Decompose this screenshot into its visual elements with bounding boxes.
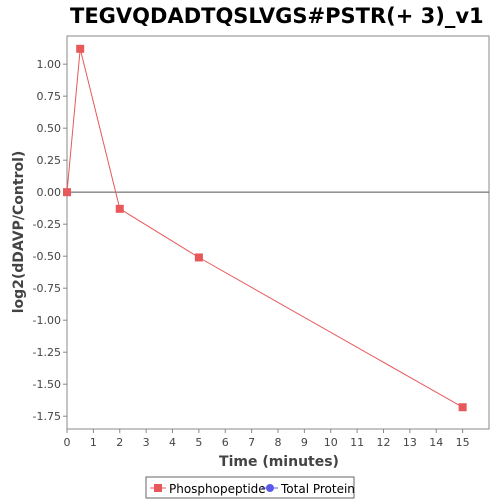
x-tick-label: 14	[429, 436, 443, 449]
x-tick-label: 0	[64, 436, 71, 449]
x-tick-label: 9	[301, 436, 308, 449]
y-tick-label: 0.25	[37, 154, 62, 167]
legend: Phosphopeptide Total Protein	[145, 476, 355, 499]
x-tick-label: 13	[403, 436, 417, 449]
data-point	[458, 403, 467, 412]
legend-phosphopeptide-label: Phosphopeptide	[169, 482, 266, 496]
legend-phosphopeptide-marker	[154, 484, 162, 492]
x-tick-label: 5	[195, 436, 202, 449]
x-tick-label: 4	[169, 436, 176, 449]
legend-total-protein-label: Total Protein	[280, 482, 355, 496]
x-axis: 0 1 2 3 4 5 6 7 8 9 10 11 12 13 14 15	[64, 429, 470, 449]
chart-title: TEGVQDADTQSLVGS#PSTR(+ 3)_v1	[70, 4, 484, 28]
y-tick-label: -0.50	[33, 250, 61, 263]
y-axis-label: log2(dDAVP/Control)	[11, 151, 27, 314]
x-axis-label: Time (minutes)	[219, 454, 339, 470]
data-point	[76, 44, 85, 53]
series-layer	[63, 44, 467, 412]
x-tick-label: 11	[350, 436, 364, 449]
data-point	[115, 204, 124, 213]
legend-total-protein-marker	[266, 484, 274, 492]
x-tick-label: 10	[324, 436, 338, 449]
x-tick-label: 15	[456, 436, 470, 449]
y-tick-label: -1.50	[33, 378, 61, 391]
y-tick-label: -1.00	[33, 314, 61, 327]
data-point	[63, 188, 71, 197]
y-tick-label: 1.00	[37, 58, 62, 71]
y-tick-label: -0.75	[33, 282, 61, 295]
x-tick-label: 3	[143, 436, 150, 449]
y-tick-label: -1.25	[33, 346, 61, 359]
y-tick-label: 0.75	[37, 90, 62, 103]
y-axis: -1.75 -1.50 -1.25 -1.00 -0.75 -0.50 -0.25 0.00 0…	[33, 58, 67, 423]
data-point	[194, 253, 203, 262]
x-tick-label: 7	[248, 436, 255, 449]
legend-box	[145, 476, 355, 499]
x-tick-label: 1	[90, 436, 97, 449]
y-tick-label: -1.75	[33, 410, 61, 423]
x-tick-label: 6	[222, 436, 229, 449]
y-tick-label: 0.50	[37, 122, 62, 135]
x-tick-label: 12	[377, 436, 391, 449]
x-tick-label: 2	[116, 436, 123, 449]
x-tick-label: 8	[275, 436, 282, 449]
y-tick-label: 0.00	[37, 186, 62, 199]
y-tick-label: -0.25	[33, 218, 61, 231]
plot-area	[66, 35, 490, 430]
